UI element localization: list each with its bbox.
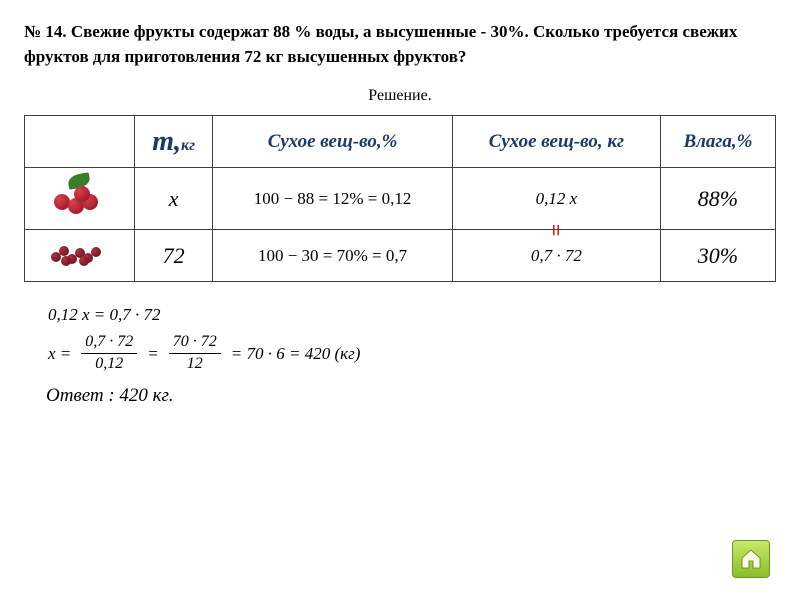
- fresh-fruit-icon-cell: [25, 168, 135, 230]
- calc-line-2: x = 0,7 · 72 0,12 = 70 · 72 12 = 70 · 6 …: [48, 332, 776, 375]
- table-header-row: m,кг Сухое вещ-во,% Сухое вещ-во, кг Вла…: [25, 116, 776, 168]
- x-equals: x =: [48, 343, 71, 365]
- fraction-1: 0,7 · 72 0,12: [81, 332, 137, 375]
- table-row-fresh: x 100 − 88 = 12% = 0,12 0,12 x = 88%: [25, 168, 776, 230]
- dried-fruit-icon-cell: [25, 230, 135, 282]
- fresh-moisture: 88%: [660, 168, 775, 230]
- table-row-dried: 72 100 − 30 = 70% = 0,7 0,7 · 72 30%: [25, 230, 776, 282]
- equals-link-icon: =: [543, 224, 569, 237]
- fraction-2: 70 · 72 12: [169, 332, 221, 375]
- fresh-mass: x: [135, 168, 213, 230]
- header-empty: [25, 116, 135, 168]
- header-dry-pct: Сухое вещ-во,%: [213, 116, 453, 168]
- solution-heading: Решение.: [24, 87, 776, 105]
- problem-statement: № 14. Свежие фрукты содержат 88 % воды, …: [24, 20, 776, 69]
- calc-tail: = 70 · 6 = 420 (кг): [231, 343, 361, 365]
- header-mass: m,кг: [135, 116, 213, 168]
- calculation-block: 0,12 x = 0,7 · 72 x = 0,7 · 72 0,12 = 70…: [48, 304, 776, 375]
- problem-number: № 14.: [24, 22, 67, 41]
- dried-mass: 72: [135, 230, 213, 282]
- header-mass-m: m,: [152, 126, 181, 157]
- dried-dry-pct: 100 − 30 = 70% = 0,7: [213, 230, 453, 282]
- header-mass-unit: кг: [181, 137, 195, 154]
- calc-line-1: 0,12 x = 0,7 · 72: [48, 304, 776, 326]
- home-button[interactable]: [732, 540, 770, 578]
- fresh-dry-kg: 0,12 x =: [452, 168, 660, 230]
- header-moisture: Влага,%: [660, 116, 775, 168]
- problem-text: Свежие фрукты содержат 88 % воды, а высу…: [24, 22, 737, 66]
- home-icon: [739, 547, 763, 571]
- dried-dry-kg: 0,7 · 72: [452, 230, 660, 282]
- answer-line: Ответ : 420 кг.: [46, 385, 776, 407]
- dried-fruit-icon: [45, 238, 115, 268]
- dried-moisture: 30%: [660, 230, 775, 282]
- fresh-dry-pct: 100 − 88 = 12% = 0,12: [213, 168, 453, 230]
- header-dry-kg: Сухое вещ-во, кг: [452, 116, 660, 168]
- eq-1: =: [147, 343, 158, 365]
- solution-table: m,кг Сухое вещ-во,% Сухое вещ-во, кг Вла…: [24, 115, 776, 282]
- fresh-fruit-icon: [50, 176, 110, 216]
